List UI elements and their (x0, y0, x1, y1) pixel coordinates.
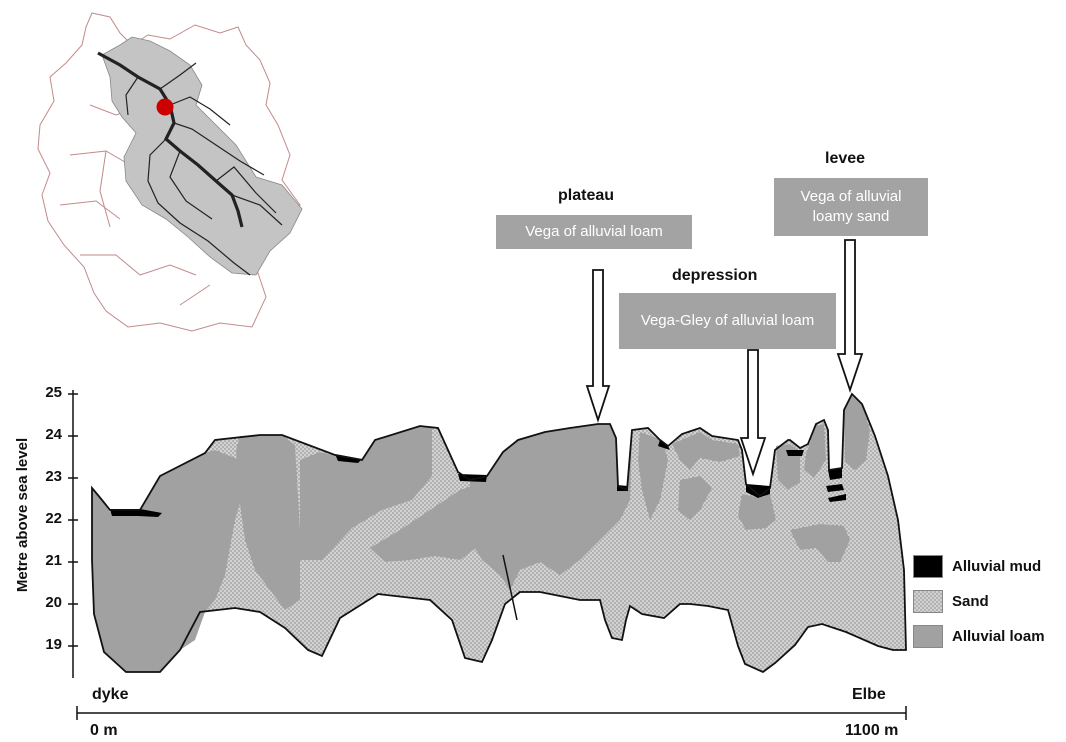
scale-start-label: 0 m (90, 722, 118, 739)
legend-label: Alluvial mud (952, 558, 1042, 575)
profile-outline (91, 392, 907, 674)
depression-soil-box: Vega-Gley of alluvial loam (619, 293, 836, 349)
down-arrow-icon (739, 349, 767, 477)
down-arrow-icon (585, 269, 611, 423)
levee-soil-box: Vega of alluvial loamy sand (774, 178, 928, 236)
y-tick-label: 25 (45, 384, 62, 401)
elbe-label: Elbe (852, 686, 886, 703)
legend-swatch (913, 590, 943, 613)
site-marker-icon (156, 98, 174, 116)
y-tick-label: 21 (45, 552, 62, 569)
fault-line (502, 554, 518, 621)
scale-end-label: 1100 m (845, 722, 899, 739)
river-network (97, 51, 283, 276)
legend-item-sand: Sand (913, 590, 989, 613)
y-tick-label: 20 (45, 594, 62, 611)
alluvial-loam-layer (92, 394, 870, 672)
depression-label: depression (672, 267, 758, 284)
y-tick-label: 19 (45, 636, 62, 653)
levee-label: levee (825, 150, 866, 167)
plateau-label: plateau (558, 187, 615, 204)
down-arrow-icon (836, 239, 864, 393)
dyke-label: dyke (92, 686, 129, 703)
legend-label: Sand (952, 593, 989, 610)
legend-item-alluvial-loam: Alluvial loam (913, 625, 1045, 648)
legend-swatch (913, 625, 943, 648)
elbe-basin (101, 36, 303, 276)
legend-swatch (913, 555, 943, 578)
y-tick-label: 23 (45, 468, 62, 485)
legend-item-alluvial-mud: Alluvial mud (913, 555, 1041, 578)
y-tick-label: 24 (45, 426, 62, 443)
y-tick-label: 22 (45, 510, 62, 527)
plateau-soil-box: Vega of alluvial loam (496, 215, 692, 249)
alluvial-mud-layer (110, 440, 846, 517)
locator-map (37, 12, 303, 332)
legend-label: Alluvial loam (952, 628, 1045, 645)
